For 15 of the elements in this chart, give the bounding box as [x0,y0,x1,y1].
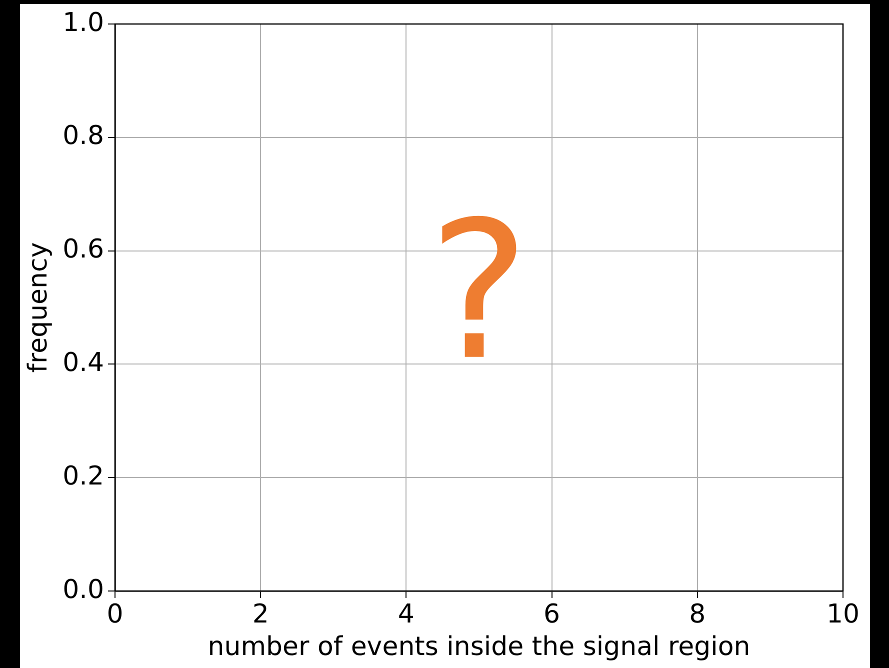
x-tick-label: 4 [398,599,414,630]
y-tick-label: 0.6 [62,234,104,265]
y-tick-label: 0.8 [62,121,104,152]
x-tick-label: 2 [252,599,269,630]
x-tick-label: 10 [826,599,860,630]
y-tick-label: 0.2 [62,461,104,492]
y-axis-title: frequency [23,242,54,373]
x-tick-label: 6 [544,599,560,630]
y-tick-label: 0.4 [62,348,104,378]
annotation: ? [428,180,530,402]
x-tick-label: 8 [689,599,706,630]
y-tick-label: 0.0 [62,574,104,605]
x-tick-label: 0 [106,599,124,630]
x-axis-title: number of events inside the signal region [208,632,750,662]
y-tick-label: 1.0 [62,8,104,38]
